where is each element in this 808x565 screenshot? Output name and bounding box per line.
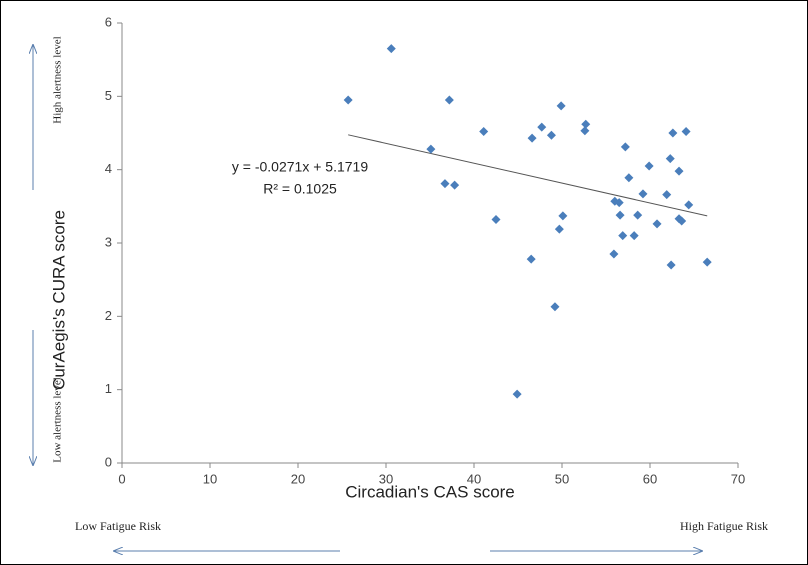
point <box>633 210 643 220</box>
point <box>677 216 687 226</box>
point <box>581 119 591 129</box>
point <box>440 179 450 189</box>
trendline <box>348 134 708 217</box>
point <box>546 130 556 140</box>
point <box>668 128 678 138</box>
x-axis-title: Circadian's CAS score <box>345 482 515 501</box>
point <box>665 154 675 164</box>
x-tick-label: 10 <box>203 471 217 486</box>
annotation: Low alertness level <box>52 377 64 463</box>
annotation: High alertness level <box>52 36 64 123</box>
point <box>526 254 536 264</box>
point <box>527 133 537 143</box>
x-tick-label: 60 <box>643 471 657 486</box>
point <box>674 166 684 176</box>
y-tick-label: 0 <box>105 454 112 469</box>
point <box>609 249 619 259</box>
point <box>479 127 489 137</box>
x-tick-label: 30 <box>379 471 393 486</box>
point <box>644 161 654 171</box>
point <box>491 215 501 225</box>
point <box>426 144 436 154</box>
x-tick-label: 20 <box>291 471 305 486</box>
point <box>550 302 560 312</box>
y-tick-label: 3 <box>105 234 112 249</box>
trend-equation: y = -0.0271x + 5.1719 <box>232 159 368 175</box>
y-tick-label: 1 <box>105 381 112 396</box>
point <box>666 260 676 270</box>
point <box>558 211 568 221</box>
x-tick-label: 0 <box>118 471 125 486</box>
x-tick-label: 70 <box>731 471 745 486</box>
point <box>444 95 454 105</box>
point <box>580 126 590 136</box>
y-tick-label: 4 <box>105 161 112 176</box>
point <box>386 44 396 54</box>
point <box>512 389 522 399</box>
x-tick-label: 40 <box>467 471 481 486</box>
point <box>620 142 630 152</box>
point <box>681 127 691 137</box>
x-tick-label: 50 <box>555 471 569 486</box>
y-axis-title: CurAegis's CURA score <box>49 210 68 390</box>
point <box>618 231 628 241</box>
y-tick-label: 2 <box>105 308 112 323</box>
point <box>624 173 634 183</box>
y-tick-label: 6 <box>105 14 112 29</box>
point <box>702 257 712 267</box>
point <box>662 190 672 200</box>
point <box>638 189 648 199</box>
annotation: Low Fatigue Risk <box>75 519 161 533</box>
point <box>556 101 566 111</box>
point <box>554 224 564 234</box>
point <box>652 219 662 229</box>
annotation: High Fatigue Risk <box>680 519 768 533</box>
point <box>450 180 460 190</box>
r-squared: R² = 0.1025 <box>263 181 337 197</box>
point <box>615 210 625 220</box>
point <box>614 198 624 208</box>
point <box>537 122 547 132</box>
point <box>629 231 639 241</box>
y-tick-label: 5 <box>105 88 112 103</box>
point <box>343 95 353 105</box>
point <box>684 200 694 210</box>
